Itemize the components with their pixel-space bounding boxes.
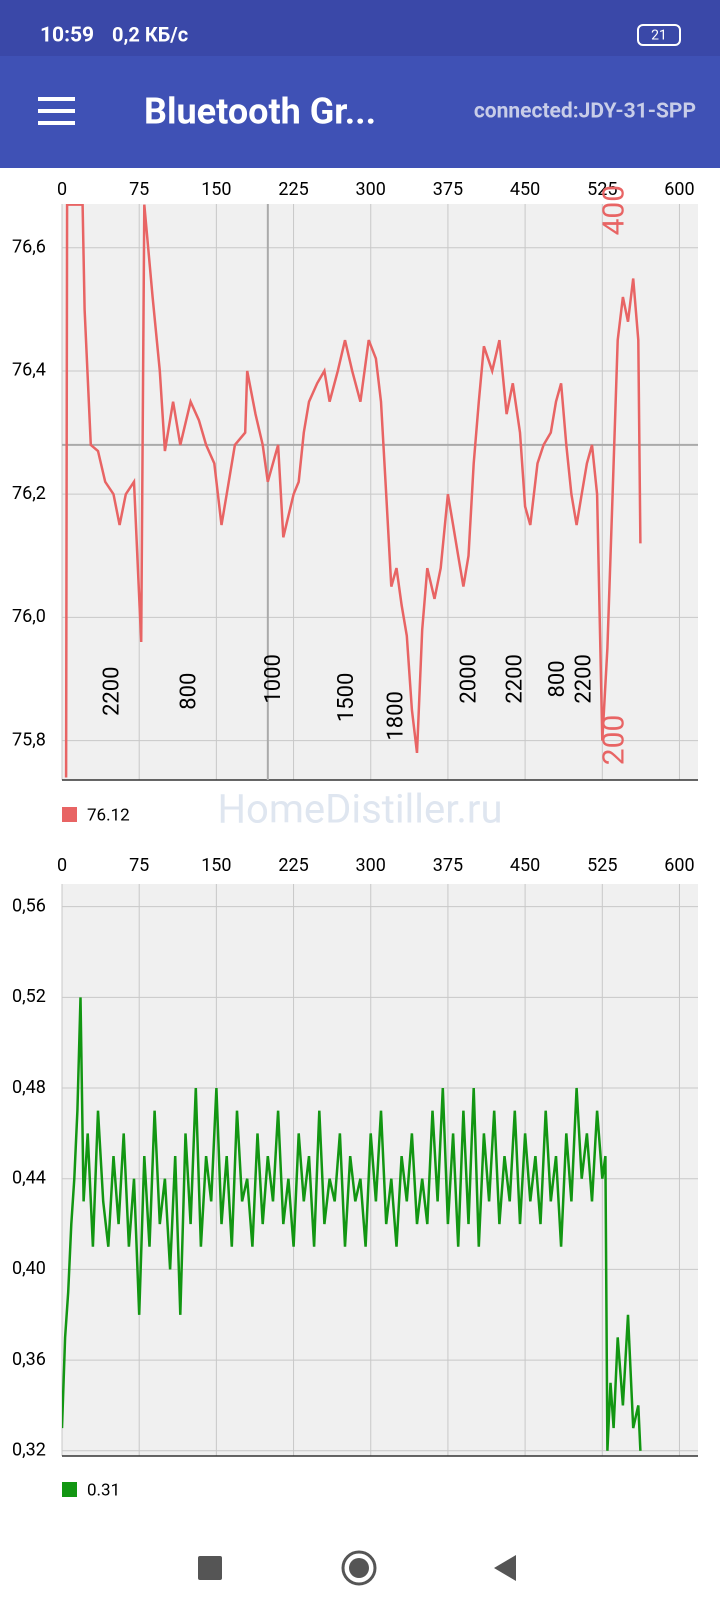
x-tick-label: 450: [510, 855, 540, 876]
y-tick-label: 75,8: [12, 729, 46, 750]
x-tick-label: 300: [356, 179, 386, 200]
net-speed: 0,2 КБ/с: [112, 22, 188, 46]
menu-button[interactable]: [38, 97, 75, 125]
home-button[interactable]: [341, 1550, 377, 1586]
y-tick-label: 76,6: [12, 236, 46, 257]
x-tick-label: 600: [664, 179, 694, 200]
y-tick-label: 0,52: [12, 986, 46, 1007]
y-tick-label: 0,56: [12, 895, 46, 916]
y-tick-label: 76,2: [12, 483, 46, 504]
data-line: [62, 997, 642, 1451]
x-tick-label: 0: [57, 179, 67, 200]
status-bar: [0, 0, 720, 56]
plot-area: [62, 884, 698, 1456]
legend-swatch: [62, 807, 77, 822]
y-tick-label: 76,0: [12, 606, 46, 627]
y-tick-label: 0,48: [12, 1077, 46, 1098]
annotation: 200: [597, 715, 632, 766]
annotation: 2200: [503, 654, 528, 703]
annotation: 1800: [383, 691, 408, 740]
legend-label: 0.31: [87, 1480, 120, 1500]
x-tick-label: 150: [201, 855, 231, 876]
x-tick-label: 375: [433, 855, 463, 876]
x-tick-label: 525: [587, 855, 617, 876]
y-tick-label: 0,40: [12, 1258, 46, 1279]
app-title: Bluetooth Gr...: [144, 91, 376, 133]
plot-area: [62, 204, 698, 780]
annotation: 2200: [572, 654, 597, 703]
x-tick-label: 75: [129, 855, 149, 876]
x-tick-label: 0: [57, 855, 67, 876]
recents-button[interactable]: [198, 1556, 222, 1580]
x-tick-label: 375: [433, 179, 463, 200]
battery-level: 21: [651, 28, 667, 44]
legend-label: 76.12: [87, 805, 130, 825]
app-bar: [0, 56, 720, 168]
watermark: HomeDistiller.ru: [217, 786, 502, 833]
x-tick-label: 225: [278, 855, 308, 876]
y-tick-label: 0,44: [12, 1167, 46, 1188]
connection-status: connected:JDY-31-SPP: [474, 100, 696, 124]
legend-swatch: [62, 1482, 77, 1497]
annotation: 1500: [334, 673, 359, 722]
annotation: 2000: [456, 654, 481, 703]
x-tick-label: 300: [356, 855, 386, 876]
time: 10:59: [40, 24, 94, 48]
annotation: 800: [545, 660, 570, 697]
battery-icon: [637, 24, 681, 46]
back-button[interactable]: [494, 1555, 516, 1581]
annotation: 2200: [100, 666, 125, 715]
x-tick-label: 150: [201, 179, 231, 200]
y-tick-label: 76,4: [12, 360, 46, 381]
x-tick-label: 525: [587, 179, 617, 200]
annotation: 400: [597, 185, 632, 236]
y-tick-label: 0,36: [12, 1349, 46, 1370]
x-tick-label: 225: [278, 179, 308, 200]
data-line: [64, 204, 642, 778]
x-tick-label: 75: [129, 179, 149, 200]
y-tick-label: 0,32: [12, 1440, 46, 1461]
x-tick-label: 450: [510, 179, 540, 200]
annotation: 800: [176, 673, 201, 710]
x-tick-label: 600: [664, 855, 694, 876]
annotation: 1000: [261, 654, 286, 703]
